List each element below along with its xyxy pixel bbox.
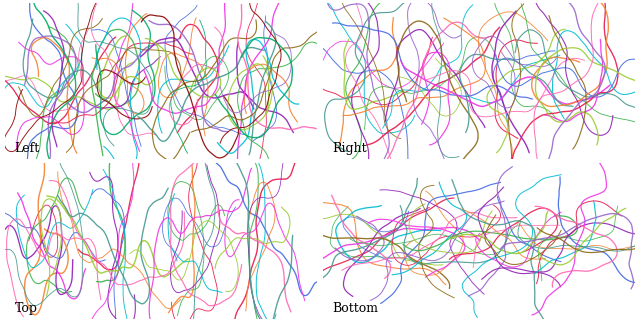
Text: Right: Right [332, 142, 367, 155]
Text: Bottom: Bottom [332, 302, 378, 315]
Text: Left: Left [15, 142, 40, 155]
Text: Top: Top [15, 302, 38, 315]
